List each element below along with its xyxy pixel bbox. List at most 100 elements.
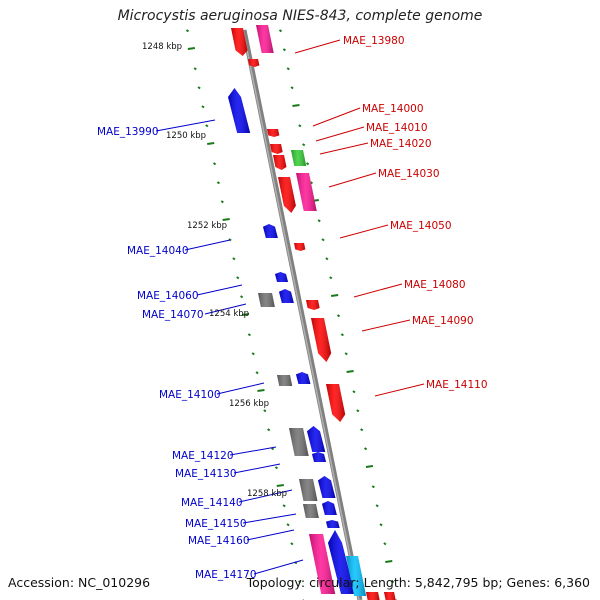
gene-block-mae-14130[interactable]	[312, 452, 327, 462]
gene-block-mae-14060-a[interactable]	[275, 272, 289, 282]
gene-block-mae-14070[interactable]	[258, 293, 275, 307]
gene-block-mae-14060[interactable]	[279, 289, 294, 303]
ruler-tick	[330, 294, 339, 297]
right-gene-labels[interactable]: MAE_13980 MAE_14000 MAE_14010 MAE_14020 …	[343, 35, 488, 391]
gene-block-mae-13980-tail-shade	[248, 59, 260, 67]
ruler-tick	[282, 504, 286, 508]
gene-label-mae-14170[interactable]: MAE_14170	[195, 569, 257, 581]
leader-mae-14010	[315, 126, 365, 142]
ruler-tick	[274, 466, 279, 470]
gene-block-mae-14100-b[interactable]	[296, 372, 311, 384]
leader-mae-14050	[339, 224, 389, 239]
gene-label-mae-14140[interactable]: MAE_14140	[181, 497, 243, 509]
gene-block-mae-14160-b[interactable]	[309, 534, 336, 594]
gene-block-mae-14110[interactable]	[326, 384, 346, 422]
gene-features	[228, 25, 396, 600]
gene-block-mae-14150-shade	[303, 504, 319, 518]
gene-block-mae-14000-shade	[267, 129, 280, 137]
ruler-tick	[383, 542, 387, 546]
gene-block-bottom-red-2[interactable]	[384, 592, 396, 600]
gene-block-mae-14060-a-shade	[275, 272, 289, 282]
gene-block-mae-13980-b-shade	[256, 25, 274, 53]
ruler-tick	[317, 219, 321, 223]
gene-block-mae-14120-shade	[289, 428, 309, 456]
ruler-tick	[360, 428, 364, 432]
gene-block-cyan[interactable]	[346, 556, 367, 596]
gene-block-bottom-red[interactable]	[366, 592, 380, 600]
gene-block-mae-14020[interactable]	[291, 150, 307, 166]
ruler-tick	[220, 200, 224, 204]
scale-label-1254: 1254 kbp	[209, 309, 249, 319]
ruler-tick	[240, 295, 244, 299]
gene-block-mae-14150-b-shade	[322, 501, 337, 515]
ruler-tick	[340, 333, 344, 337]
accession-text: Accession: NC_010296	[8, 575, 151, 590]
gene-label-mae-14040[interactable]: MAE_14040	[127, 245, 189, 257]
gene-block-mae-14160[interactable]	[326, 520, 340, 528]
scale-label-1252: 1252 kbp	[187, 221, 227, 231]
gene-block-mae-14030-a[interactable]	[278, 177, 296, 213]
gene-block-mae-14120[interactable]	[289, 428, 309, 456]
leader-mae-14150	[242, 513, 297, 524]
gene-label-mae-14010[interactable]: MAE_14010	[366, 122, 428, 134]
gene-label-mae-13980[interactable]: MAE_13980	[343, 35, 405, 47]
gene-block-mae-13980-tail[interactable]	[248, 59, 260, 67]
gene-block-mae-14010[interactable]	[270, 144, 283, 154]
gene-block-mae-14170[interactable]	[328, 530, 356, 594]
gene-block-mae-14040-shade	[263, 224, 278, 238]
gene-block-mae-14150[interactable]	[303, 504, 319, 518]
gene-block-mae-14140[interactable]	[299, 479, 318, 501]
gene-block-mae-14080-shade	[306, 300, 320, 310]
gene-label-mae-14060[interactable]: MAE_14060	[137, 290, 199, 302]
gene-label-mae-14080[interactable]: MAE_14080	[404, 279, 466, 291]
gene-block-mae-13980-b[interactable]	[256, 25, 274, 53]
gene-block-mae-13990[interactable]	[228, 88, 251, 133]
gene-block-mae-14150-b[interactable]	[322, 501, 337, 515]
gene-label-mae-14120[interactable]: MAE_14120	[172, 450, 234, 462]
gene-label-mae-14050[interactable]: MAE_14050	[390, 220, 452, 232]
gene-label-mae-14020[interactable]: MAE_14020	[370, 138, 432, 150]
gene-block-mae-14170-shade	[328, 530, 356, 594]
gene-block-mae-14040[interactable]	[263, 224, 278, 238]
gene-label-mae-14110[interactable]: MAE_14110	[426, 379, 488, 391]
ruler-tick	[286, 523, 290, 527]
gene-block-mae-14030[interactable]	[296, 173, 317, 211]
ruler-tick	[282, 48, 286, 52]
gene-label-mae-14090[interactable]: MAE_14090	[412, 315, 474, 327]
gene-block-mae-14160-b-shade	[309, 534, 336, 594]
gene-block-mae-14110-shade	[326, 384, 346, 422]
gene-label-mae-14100[interactable]: MAE_14100	[159, 389, 221, 401]
ruler-tick	[302, 143, 306, 147]
genome-info-text: Topology: circular; Length: 5,842,795 bp…	[246, 575, 590, 590]
gene-label-mae-14070[interactable]: MAE_14070	[142, 309, 204, 321]
gene-label-mae-14130[interactable]: MAE_14130	[175, 468, 237, 480]
inner-dotted-ruler	[185, 29, 305, 600]
gene-block-mae-13980-a[interactable]	[231, 28, 248, 56]
gene-label-mae-14160[interactable]: MAE_14160	[188, 535, 250, 547]
gene-block-mae-14100[interactable]	[277, 375, 293, 386]
gene-block-mae-14100-b-shade	[296, 372, 311, 384]
ruler-tick	[207, 142, 215, 145]
ruler-tick	[329, 276, 333, 280]
gene-block-mae-14020-a[interactable]	[273, 155, 287, 170]
leader-mae-14140	[238, 489, 293, 503]
leader-mae-14030	[328, 172, 377, 188]
gene-block-mae-14020-a-shade	[273, 155, 287, 170]
gene-block-mae-14050[interactable]	[294, 243, 306, 251]
left-gene-labels[interactable]: MAE_13990 MAE_14040 MAE_14060 MAE_14070 …	[97, 126, 257, 581]
leader-mae-14070	[204, 303, 247, 315]
gene-block-mae-14080[interactable]	[306, 300, 320, 310]
gene-block-mae-14000[interactable]	[267, 129, 280, 137]
gene-block-mae-14140-b[interactable]	[318, 476, 336, 498]
gene-block-mae-14090[interactable]	[311, 318, 332, 362]
ruler-tick	[212, 162, 217, 166]
gene-block-mae-14120-b[interactable]	[307, 426, 326, 452]
gene-label-mae-14000[interactable]: MAE_14000	[362, 103, 424, 115]
gene-block-mae-13980-a-shade	[231, 28, 248, 56]
ruler-tick	[201, 105, 205, 109]
gene-label-mae-14150[interactable]: MAE_14150	[185, 518, 247, 530]
gene-label-mae-14030[interactable]: MAE_14030	[378, 168, 440, 180]
gene-label-mae-13990[interactable]: MAE_13990	[97, 126, 159, 138]
